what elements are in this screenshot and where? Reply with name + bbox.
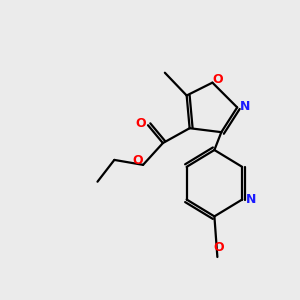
- Text: O: O: [213, 241, 224, 254]
- Text: O: O: [212, 73, 223, 86]
- Text: O: O: [136, 117, 146, 130]
- Text: N: N: [240, 100, 250, 113]
- Text: N: N: [246, 193, 256, 206]
- Text: O: O: [133, 154, 143, 167]
